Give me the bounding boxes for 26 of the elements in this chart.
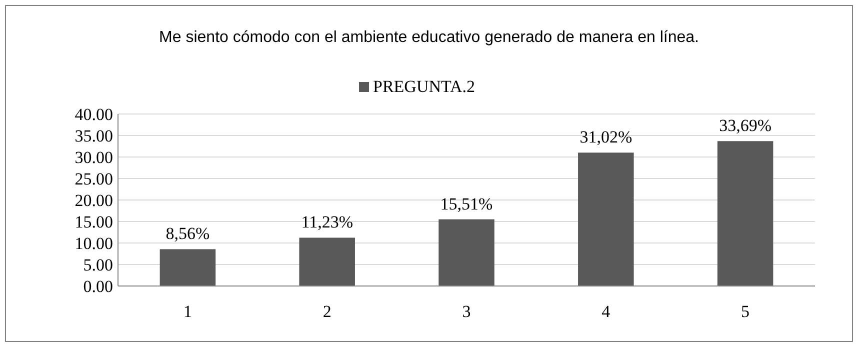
x-tick-label: 1 <box>183 302 192 321</box>
y-tick-label: 5.00 <box>83 255 113 274</box>
bar <box>578 152 634 286</box>
x-tick-label: 3 <box>462 302 471 321</box>
y-tick-label: 30.00 <box>74 148 113 167</box>
legend-label: PREGUNTA.2 <box>373 77 476 96</box>
y-tick-label: 35.00 <box>74 126 113 146</box>
y-tick-label: 25.00 <box>74 169 113 188</box>
x-tick-label: 5 <box>741 302 750 321</box>
data-label: 15,51% <box>440 194 493 214</box>
y-tick-label: 40.00 <box>74 104 113 124</box>
bar <box>299 238 355 286</box>
data-label: 33,69% <box>719 116 772 136</box>
data-label: 31,02% <box>580 128 632 147</box>
x-tick-label: 4 <box>602 302 611 321</box>
y-tick-label: 10.00 <box>74 234 113 253</box>
bar <box>160 249 216 286</box>
bar <box>438 219 494 286</box>
data-label: 8,56% <box>166 224 210 244</box>
data-label: 11,23% <box>301 212 353 232</box>
y-tick-label: 0.00 <box>83 276 113 296</box>
y-tick-label: 15.00 <box>74 212 113 232</box>
x-tick-label: 2 <box>322 302 332 321</box>
bar <box>717 141 774 286</box>
chart-title: Me siento cómodo con el ambiente educativo generado de manera en línea. <box>159 29 699 46</box>
y-tick-label: 20.00 <box>74 190 113 210</box>
